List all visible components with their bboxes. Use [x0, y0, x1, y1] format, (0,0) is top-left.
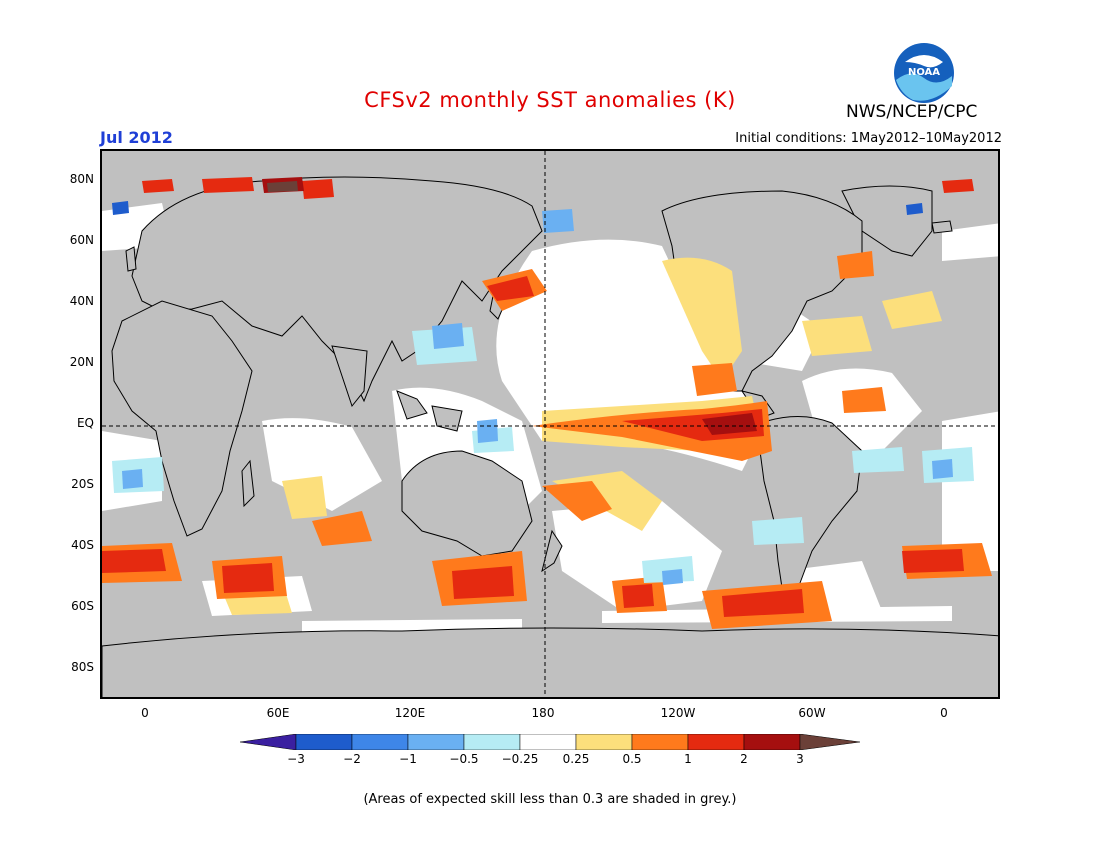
colorbar-label: −0.5 [449, 752, 479, 766]
lon-label-0: 0 [141, 706, 149, 720]
colorbar-swatch [351, 734, 409, 750]
logo-text: NOAA [908, 67, 940, 78]
colorbar-swatch [519, 734, 577, 750]
colorbar-label: 2 [740, 752, 748, 766]
colorbar-swatch [631, 734, 689, 750]
page-title: CFSv2 monthly SST anomalies (K) [364, 88, 736, 112]
colorbar-swatch-above-3 [799, 734, 861, 750]
colorbar-swatch [463, 734, 521, 750]
lon-label-60w: 60W [798, 706, 826, 720]
colorbar-swatch [743, 734, 801, 750]
lon-label-60e: 60E [266, 706, 290, 720]
colorbar-label: 3 [796, 752, 804, 766]
colorbar-label: 0.25 [562, 752, 590, 766]
sst-anomaly-map [100, 149, 1000, 699]
anomaly-minus-0.5-1 [122, 209, 953, 585]
colorbar-swatch [575, 734, 633, 750]
lat-label-eq: EQ [76, 416, 94, 430]
colorbar-label: 0.5 [622, 752, 642, 766]
lon-label-120e: 120E [394, 706, 426, 720]
colorbar-label: −3 [287, 752, 305, 766]
land-masses [102, 176, 998, 697]
colorbar-label: −0.25 [501, 752, 539, 766]
lat-label-40s: 40S [71, 538, 94, 552]
lon-label-0-east: 0 [940, 706, 948, 720]
colorbar-swatch [295, 734, 353, 750]
colorbar-swatch [407, 734, 465, 750]
organization-label: NWS/NCEP/CPC [846, 102, 978, 122]
colorbar-swatch-below-minus-3 [240, 734, 297, 750]
lon-label-180: 180 [531, 706, 555, 720]
valid-month: Jul 2012 [100, 128, 173, 147]
anomaly-1-2 [102, 177, 974, 617]
lat-label-20n: 20N [69, 355, 94, 369]
lat-label-60s: 60S [71, 599, 94, 613]
colorbar-label: −1 [399, 752, 417, 766]
lon-label-120w: 120W [660, 706, 696, 720]
anomaly-minus-1-2 [112, 201, 923, 215]
colorbar-swatch [687, 734, 745, 750]
lat-label-80s: 80S [71, 660, 94, 674]
colorbar-label: 1 [684, 752, 692, 766]
noaa-logo: NOAA [894, 43, 954, 103]
lat-label-40n: 40N [69, 294, 94, 308]
lat-label-60n: 60N [69, 233, 94, 247]
colorbar [240, 734, 861, 750]
colorbar-label: −2 [343, 752, 361, 766]
anomaly-above-3 [267, 181, 298, 192]
initial-conditions: Initial conditions: 1May2012–10May2012 [735, 131, 1002, 146]
lat-label-20s: 20S [71, 477, 94, 491]
lat-label-80n: 80N [69, 172, 94, 186]
map-svg [102, 151, 998, 697]
skill-footnote: (Areas of expected skill less than 0.3 a… [363, 792, 737, 807]
